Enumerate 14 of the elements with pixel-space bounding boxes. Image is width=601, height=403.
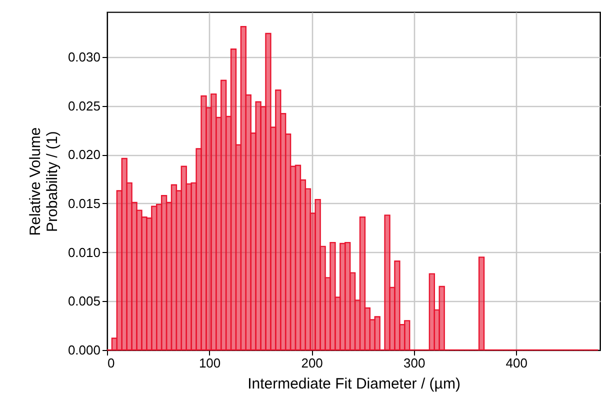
- x-tick-label: 0: [108, 356, 115, 370]
- y-tick-label: 0.015: [68, 196, 100, 211]
- x-axis-title: Intermediate Fit Diameter / (µm): [248, 376, 460, 392]
- x-tick-label: 300: [403, 356, 426, 370]
- y-axis-title: Relative Volume Probability / (1): [26, 127, 61, 236]
- y-tick-label: 0.020: [68, 147, 100, 162]
- y-tick-label: 0.000: [68, 342, 100, 358]
- x-tick-label: 200: [301, 356, 323, 370]
- y-tick-label: 0.025: [68, 98, 100, 114]
- y-tick-label: 0.010: [68, 244, 100, 260]
- x-tick-label: 100: [198, 356, 221, 370]
- y-tick-label: 0.030: [68, 49, 100, 64]
- y-tick-label: 0.005: [68, 294, 100, 309]
- x-tick-label: 400: [506, 356, 528, 370]
